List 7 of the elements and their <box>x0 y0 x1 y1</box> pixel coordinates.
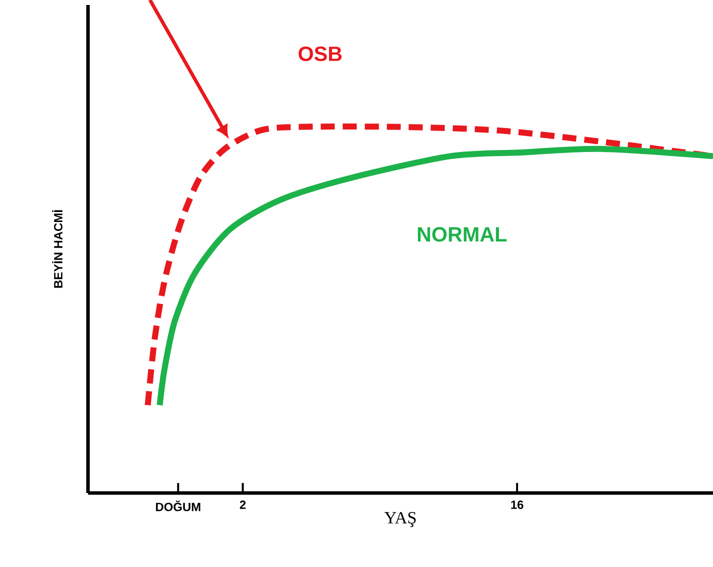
y-axis-title: BEYİN HACMİ <box>52 210 62 288</box>
text: OSB <box>298 46 342 62</box>
x-axis-title: YAŞ <box>384 512 416 528</box>
x-tick-label: 16 <box>511 500 524 509</box>
x-tick-label: 2 <box>240 500 246 509</box>
x-tick-label: DOĞUM <box>156 500 200 512</box>
text: NORMAL <box>418 227 507 242</box>
